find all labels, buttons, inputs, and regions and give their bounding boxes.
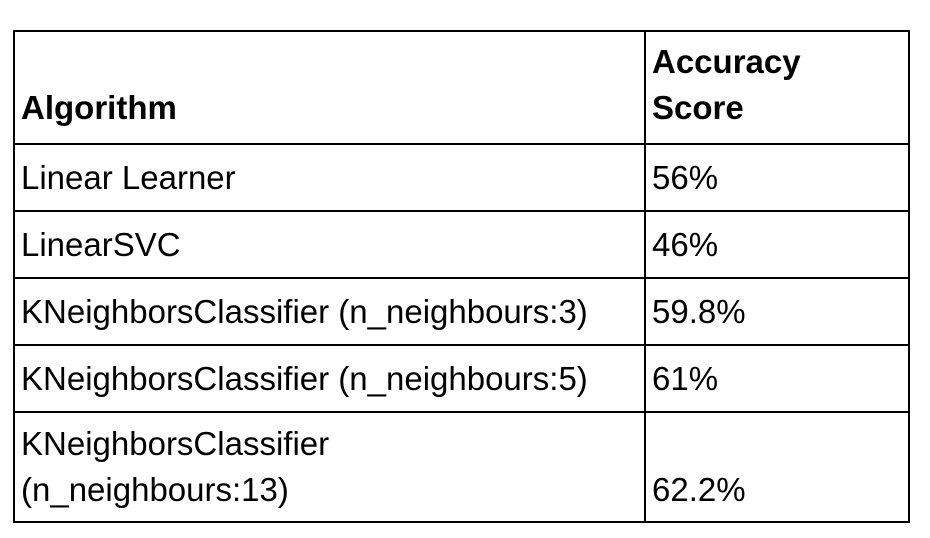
table-header-row: Algorithm Accuracy Score bbox=[13, 30, 910, 145]
cell-algorithm: Linear Learner bbox=[13, 143, 646, 212]
header-algorithm: Algorithm bbox=[13, 30, 646, 145]
table-row: KNeighborsClassifier (n_neighbours:3) 59… bbox=[13, 277, 910, 346]
cell-algorithm-line2: (n_neighbours:13) bbox=[21, 471, 289, 508]
table-row: LinearSVC 46% bbox=[13, 210, 910, 279]
cell-algorithm: KNeighborsClassifier (n_neighbours:5) bbox=[13, 344, 646, 413]
table-row: KNeighborsClassifier (n_neighbours:13) 6… bbox=[13, 411, 910, 523]
table-row: Linear Learner 56% bbox=[13, 143, 910, 212]
header-accuracy-score: Accuracy Score bbox=[644, 30, 910, 145]
table-row: KNeighborsClassifier (n_neighbours:5) 61… bbox=[13, 344, 910, 413]
cell-algorithm-line1: KNeighborsClassifier bbox=[21, 425, 330, 462]
header-accuracy-line2: Score bbox=[652, 89, 744, 126]
header-accuracy-line1: Accuracy bbox=[652, 43, 801, 80]
cell-accuracy: 56% bbox=[644, 143, 910, 212]
cell-algorithm: KNeighborsClassifier (n_neighbours:3) bbox=[13, 277, 646, 346]
results-table: Algorithm Accuracy Score Linear Learner … bbox=[13, 30, 910, 523]
cell-accuracy: 62.2% bbox=[644, 411, 910, 523]
cell-accuracy: 61% bbox=[644, 344, 910, 413]
cell-algorithm: LinearSVC bbox=[13, 210, 646, 279]
cell-accuracy: 46% bbox=[644, 210, 910, 279]
cell-accuracy: 59.8% bbox=[644, 277, 910, 346]
cell-algorithm: KNeighborsClassifier (n_neighbours:13) bbox=[13, 411, 646, 523]
